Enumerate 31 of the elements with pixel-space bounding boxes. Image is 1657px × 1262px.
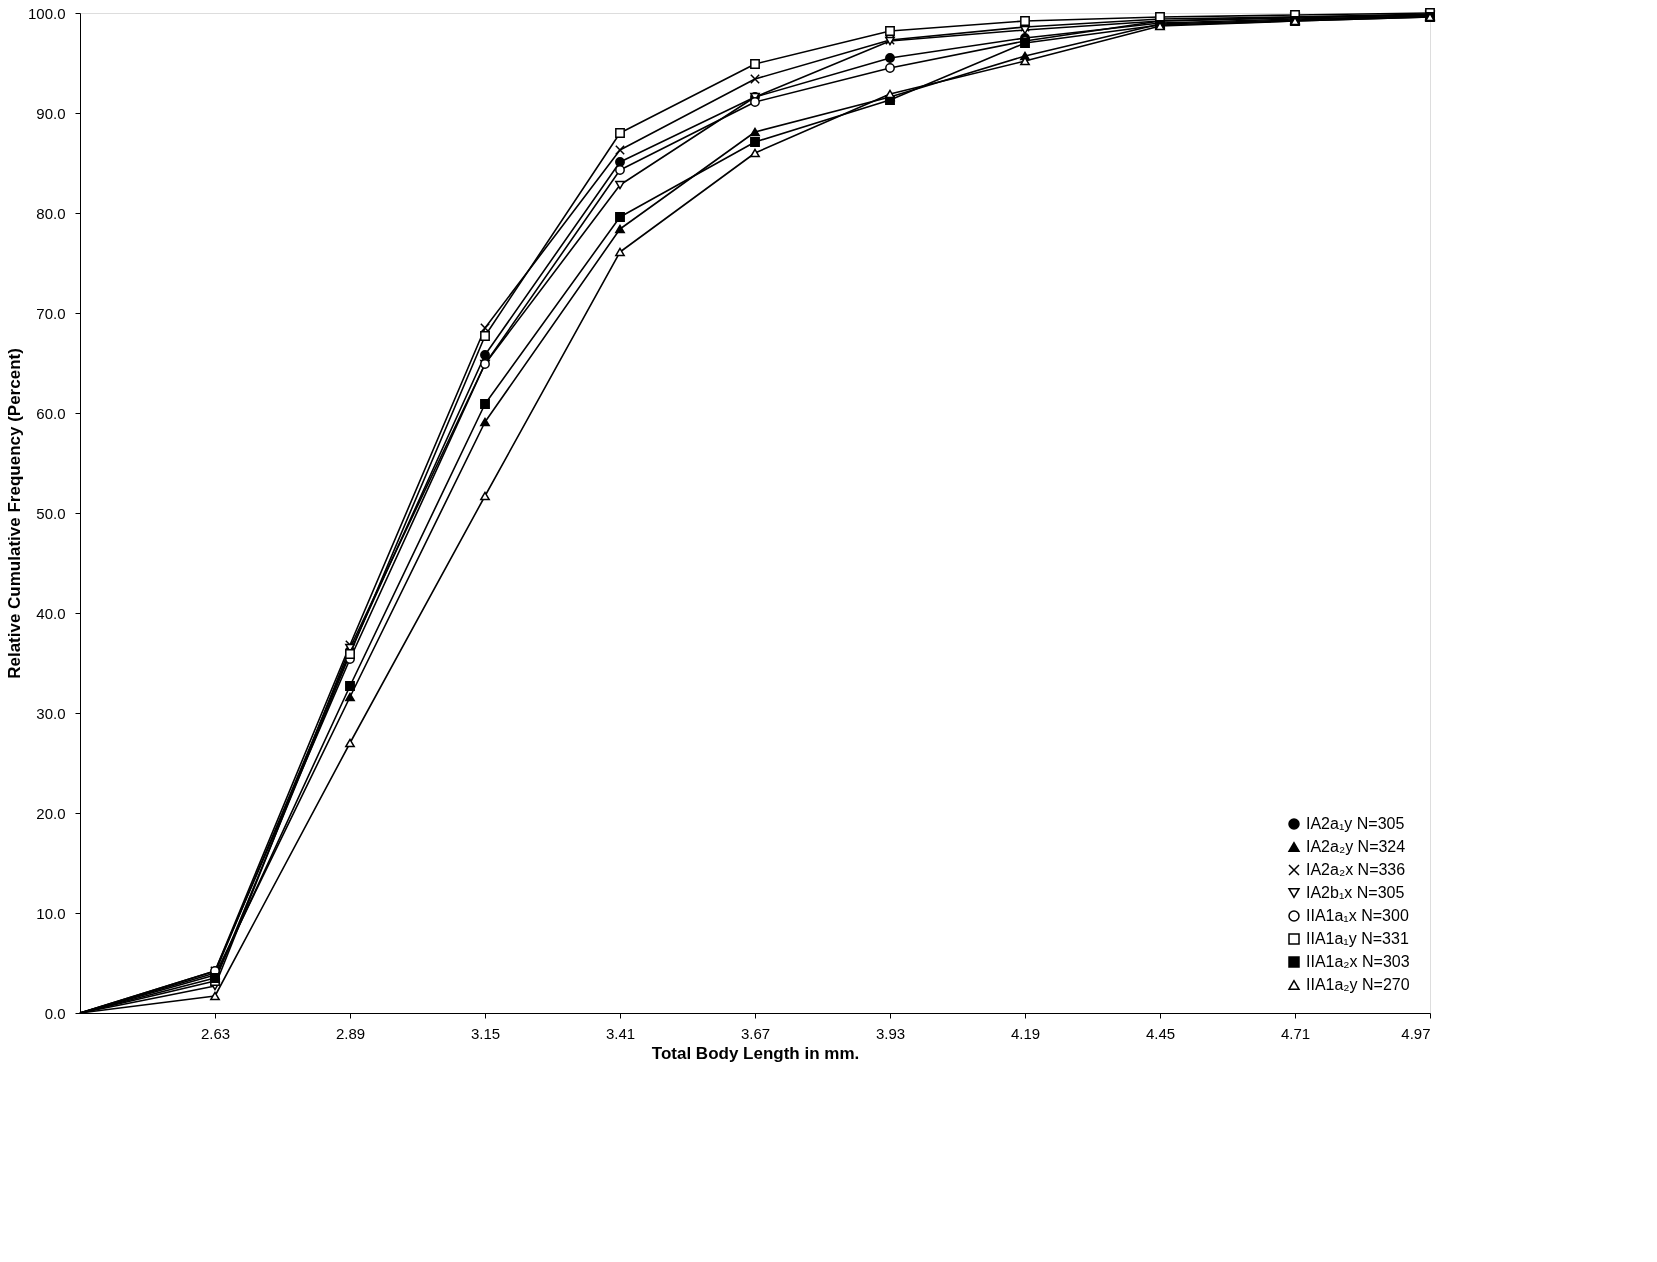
x-tick-label: 3.67 <box>740 1024 771 1042</box>
y-tick-label: 80.0 <box>36 204 66 222</box>
x-tick-label: 4.71 <box>1280 1024 1311 1042</box>
x-tick-label: 3.15 <box>470 1024 501 1042</box>
y-tick-label: 20.0 <box>36 804 66 822</box>
legend-label: IIA1a₁x N=300 <box>1306 907 1409 924</box>
legend-label: IA2b₁x N=305 <box>1306 884 1405 901</box>
y-axis-title: Relative Cumulative Frequency (Percent) <box>4 348 24 679</box>
legend-label: IIA1a₂x N=303 <box>1306 953 1410 970</box>
y-tick-label: 100.0 <box>27 4 66 22</box>
legend-label: IA2a₁y N=305 <box>1306 815 1405 832</box>
y-tick-label: 90.0 <box>36 104 66 122</box>
legend-label: IA2a₂y N=324 <box>1306 838 1406 855</box>
x-tick-label: 3.41 <box>605 1024 636 1042</box>
x-tick-label: 4.45 <box>1145 1024 1176 1042</box>
x-axis-title: Total Body Length in mm. <box>651 1043 860 1063</box>
x-tick-label: 4.19 <box>1010 1024 1041 1042</box>
y-tick-label: 30.0 <box>36 704 66 722</box>
y-tick-label: 60.0 <box>36 404 66 422</box>
x-tick-label: 3.93 <box>875 1024 906 1042</box>
legend-label: IIA1a₁y N=331 <box>1306 930 1409 947</box>
x-tick-label: 2.63 <box>200 1024 231 1042</box>
legend-label: IA2a₂x N=336 <box>1306 861 1406 878</box>
y-tick-label: 70.0 <box>36 304 66 322</box>
x-tick-label: 2.89 <box>335 1024 366 1042</box>
x-tick-label: 4.97 <box>1401 1024 1431 1042</box>
y-tick-label: 40.0 <box>36 604 66 622</box>
y-tick-label: 50.0 <box>36 504 66 522</box>
y-tick-label: 10.0 <box>36 904 66 922</box>
y-tick-label: 0.0 <box>44 1004 66 1022</box>
legend-label: IIA1a₂y N=270 <box>1306 976 1410 993</box>
